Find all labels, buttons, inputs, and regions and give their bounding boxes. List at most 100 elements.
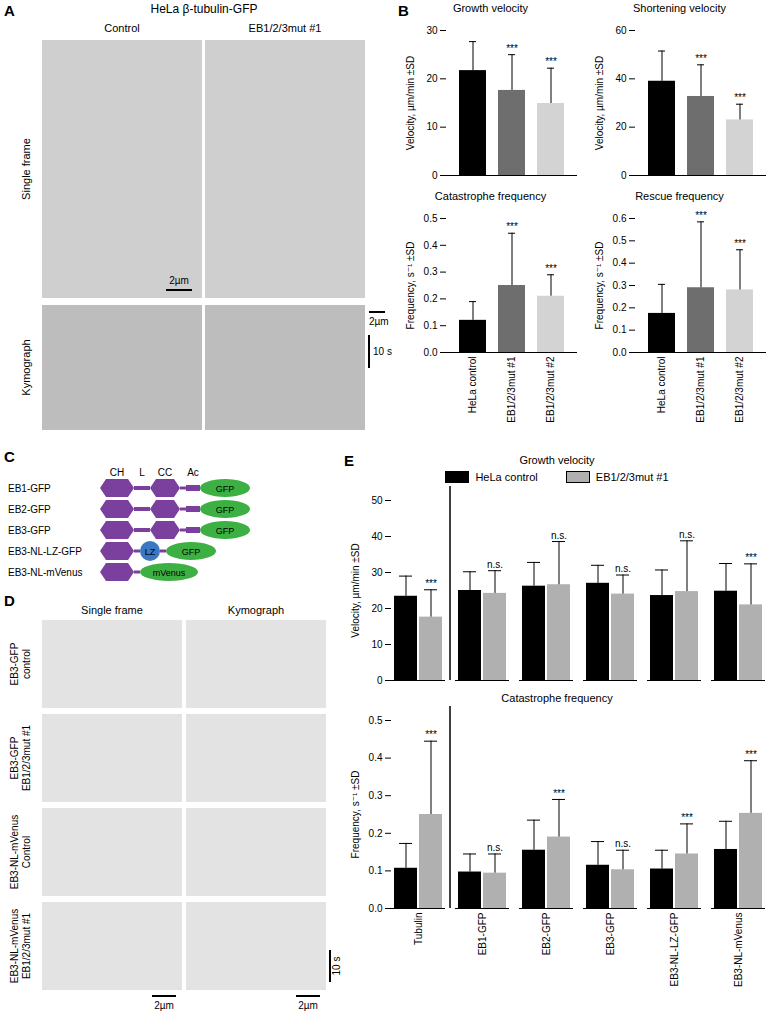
svg-text:***: ***	[553, 788, 565, 799]
svg-text:EB1/2/3mut #1: EB1/2/3mut #1	[695, 356, 706, 423]
svg-text:50: 50	[371, 495, 383, 506]
svg-text:0: 0	[377, 675, 383, 686]
svg-text:0.2: 0.2	[613, 302, 627, 313]
svg-text:0.2: 0.2	[369, 828, 383, 839]
svg-text:***: ***	[681, 812, 693, 823]
svg-text:0.5: 0.5	[613, 235, 627, 246]
svg-text:n.s.: n.s.	[487, 559, 503, 570]
svg-text:***: ***	[425, 729, 437, 740]
svg-text:0.6: 0.6	[613, 213, 627, 224]
svg-text:10 s: 10 s	[373, 346, 392, 357]
svg-text:***: ***	[545, 56, 557, 67]
svg-text:Velocity, µm/min ±SD: Velocity, µm/min ±SD	[594, 56, 605, 150]
svg-text:2µm: 2µm	[369, 316, 389, 327]
svg-text:EB3-GFPcontrol: EB3-GFPcontrol	[9, 642, 32, 685]
svg-text:0: 0	[432, 170, 438, 181]
svg-text:2µm: 2µm	[169, 275, 189, 286]
svg-text:0: 0	[621, 170, 627, 181]
svg-text:CC: CC	[158, 467, 172, 478]
svg-text:0.1: 0.1	[369, 865, 383, 876]
svg-text:2µm: 2µm	[298, 1000, 318, 1011]
svg-text:mVenus: mVenus	[153, 568, 186, 578]
svg-text:EB3-GFP: EB3-GFP	[605, 912, 616, 955]
svg-text:***: ***	[545, 263, 557, 274]
svg-text:EB3-GFPEB1/2/3mut #1: EB3-GFPEB1/2/3mut #1	[9, 724, 32, 791]
svg-text:EB3-NL-LZ-GFP: EB3-NL-LZ-GFP	[8, 546, 82, 557]
svg-text:EB3-NL-mVenusControl: EB3-NL-mVenusControl	[9, 815, 32, 889]
svg-text:EB3-NL-LZ-GFP: EB3-NL-LZ-GFP	[669, 912, 680, 986]
svg-text:Frequency, s⁻¹ ±SD: Frequency, s⁻¹ ±SD	[405, 242, 416, 330]
svg-text:10: 10	[426, 121, 438, 132]
svg-text:EB1-GFP: EB1-GFP	[477, 912, 488, 955]
svg-text:EB2-GFP: EB2-GFP	[541, 912, 552, 955]
svg-text:0.0: 0.0	[424, 347, 438, 358]
svg-text:0.5: 0.5	[369, 715, 383, 726]
svg-text:L: L	[139, 467, 145, 478]
svg-text:EB3-NL-mVenus: EB3-NL-mVenus	[733, 913, 744, 987]
svg-text:60: 60	[615, 25, 627, 36]
svg-text:HeLa control: HeLa control	[656, 357, 667, 414]
svg-text:0.1: 0.1	[613, 324, 627, 335]
svg-text:0.3: 0.3	[613, 280, 627, 291]
svg-text:Frequency, s⁻¹ ±SD: Frequency, s⁻¹ ±SD	[350, 771, 361, 859]
svg-text:20: 20	[426, 73, 438, 84]
svg-text:GFP: GFP	[216, 484, 235, 494]
svg-text:10: 10	[371, 639, 383, 650]
svg-text:0.4: 0.4	[424, 240, 438, 251]
svg-text:0.3: 0.3	[424, 266, 438, 277]
svg-text:2µm: 2µm	[154, 1000, 174, 1011]
svg-text:0.1: 0.1	[424, 320, 438, 331]
svg-text:Single frame: Single frame	[81, 604, 143, 616]
svg-text:***: ***	[506, 221, 518, 232]
svg-text:EB1/2/3mut #1: EB1/2/3mut #1	[249, 22, 322, 34]
svg-text:***: ***	[695, 210, 707, 221]
svg-text:0.5: 0.5	[424, 213, 438, 224]
svg-text:***: ***	[506, 43, 518, 54]
svg-text:GFP: GFP	[216, 505, 235, 515]
svg-text:HeLa β-tubulin-GFP: HeLa β-tubulin-GFP	[151, 2, 258, 16]
svg-text:EB3-NL-mVenusEB1/2/3mut #1: EB3-NL-mVenusEB1/2/3mut #1	[9, 909, 32, 983]
svg-text:20: 20	[615, 121, 627, 132]
svg-text:***: ***	[734, 238, 746, 249]
svg-text:***: ***	[745, 552, 757, 563]
svg-text:Ac: Ac	[187, 467, 199, 478]
svg-text:GFP: GFP	[216, 526, 235, 536]
svg-text:GFP: GFP	[182, 547, 201, 557]
svg-text:Velocity, µm/min ±SD: Velocity, µm/min ±SD	[350, 543, 361, 637]
svg-text:EB1/2/3mut #1: EB1/2/3mut #1	[506, 356, 517, 423]
svg-text:EB1-GFP: EB1-GFP	[8, 483, 51, 494]
svg-text:n.s.: n.s.	[679, 529, 695, 540]
svg-text:0.4: 0.4	[613, 257, 627, 268]
svg-text:***: ***	[695, 53, 707, 64]
svg-text:***: ***	[745, 749, 757, 760]
svg-text:EB1/2/3mut #2: EB1/2/3mut #2	[545, 356, 556, 423]
svg-text:Frequency, s⁻¹ ±SD: Frequency, s⁻¹ ±SD	[594, 242, 605, 330]
svg-text:0.2: 0.2	[424, 293, 438, 304]
svg-text:Control: Control	[104, 22, 139, 34]
svg-text:40: 40	[615, 73, 627, 84]
svg-text:CH: CH	[110, 467, 124, 478]
svg-text:20: 20	[371, 603, 383, 614]
svg-text:n.s.: n.s.	[615, 563, 631, 574]
svg-text:Kymograph: Kymograph	[20, 339, 32, 395]
svg-text:0.0: 0.0	[369, 903, 383, 914]
svg-text:0.0: 0.0	[613, 347, 627, 358]
svg-text:40: 40	[371, 531, 383, 542]
svg-text:n.s.: n.s.	[487, 842, 503, 853]
svg-text:30: 30	[371, 567, 383, 578]
svg-text:EB1/2/3mut #2: EB1/2/3mut #2	[734, 356, 745, 423]
svg-text:EB3-GFP: EB3-GFP	[8, 525, 51, 536]
svg-text:***: ***	[425, 578, 437, 589]
svg-text:LZ: LZ	[145, 547, 156, 557]
svg-text:***: ***	[734, 92, 746, 103]
svg-text:0.3: 0.3	[369, 790, 383, 801]
svg-text:Single frame: Single frame	[20, 138, 32, 200]
svg-text:n.s.: n.s.	[551, 530, 567, 541]
svg-text:n.s.: n.s.	[615, 838, 631, 849]
svg-text:0.4: 0.4	[369, 752, 383, 763]
svg-text:Velocity, µm/min ±SD: Velocity, µm/min ±SD	[405, 56, 416, 150]
svg-text:EB3-NL-mVenus: EB3-NL-mVenus	[8, 567, 82, 578]
svg-text:10 s: 10 s	[331, 957, 342, 976]
svg-text:30: 30	[426, 25, 438, 36]
svg-text:HeLa control: HeLa control	[467, 357, 478, 414]
